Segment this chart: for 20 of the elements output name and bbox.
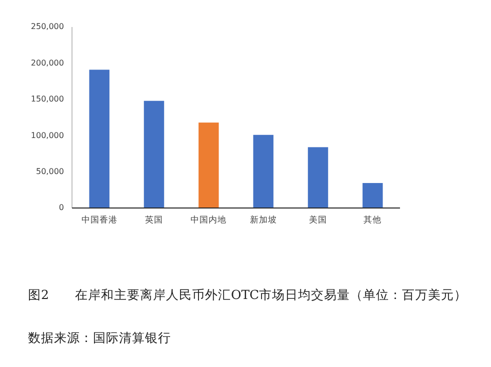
bar (308, 147, 328, 208)
bar (253, 134, 274, 208)
text: 图2 在岸和主要离岸人民币外汇OTC市场日均交易量（单位：百万美元） (28, 286, 468, 304)
y-tick-label: 150,000 (30, 94, 64, 104)
bar (198, 122, 219, 208)
y-tick-label: 0 (58, 203, 64, 212)
bar (144, 100, 164, 208)
x-tick-label: 美国 (309, 214, 327, 226)
y-tick-label: 100,000 (30, 130, 64, 140)
bar (89, 70, 110, 208)
x-tick-label: 其他 (364, 214, 382, 226)
x-tick-label: 英国 (145, 214, 163, 226)
x-tick-label: 中国内地 (190, 214, 227, 226)
source-note: 数据来源：国际清算银行 (28, 330, 171, 347)
y-tick-label: 50,000 (36, 166, 64, 176)
x-tick-label: 新加坡 (250, 214, 277, 226)
x-tick-label: 中国香港 (81, 214, 118, 226)
bar (362, 183, 383, 208)
y-tick-label: 200,000 (30, 58, 64, 68)
y-tick-label: 250,000 (30, 22, 64, 32)
